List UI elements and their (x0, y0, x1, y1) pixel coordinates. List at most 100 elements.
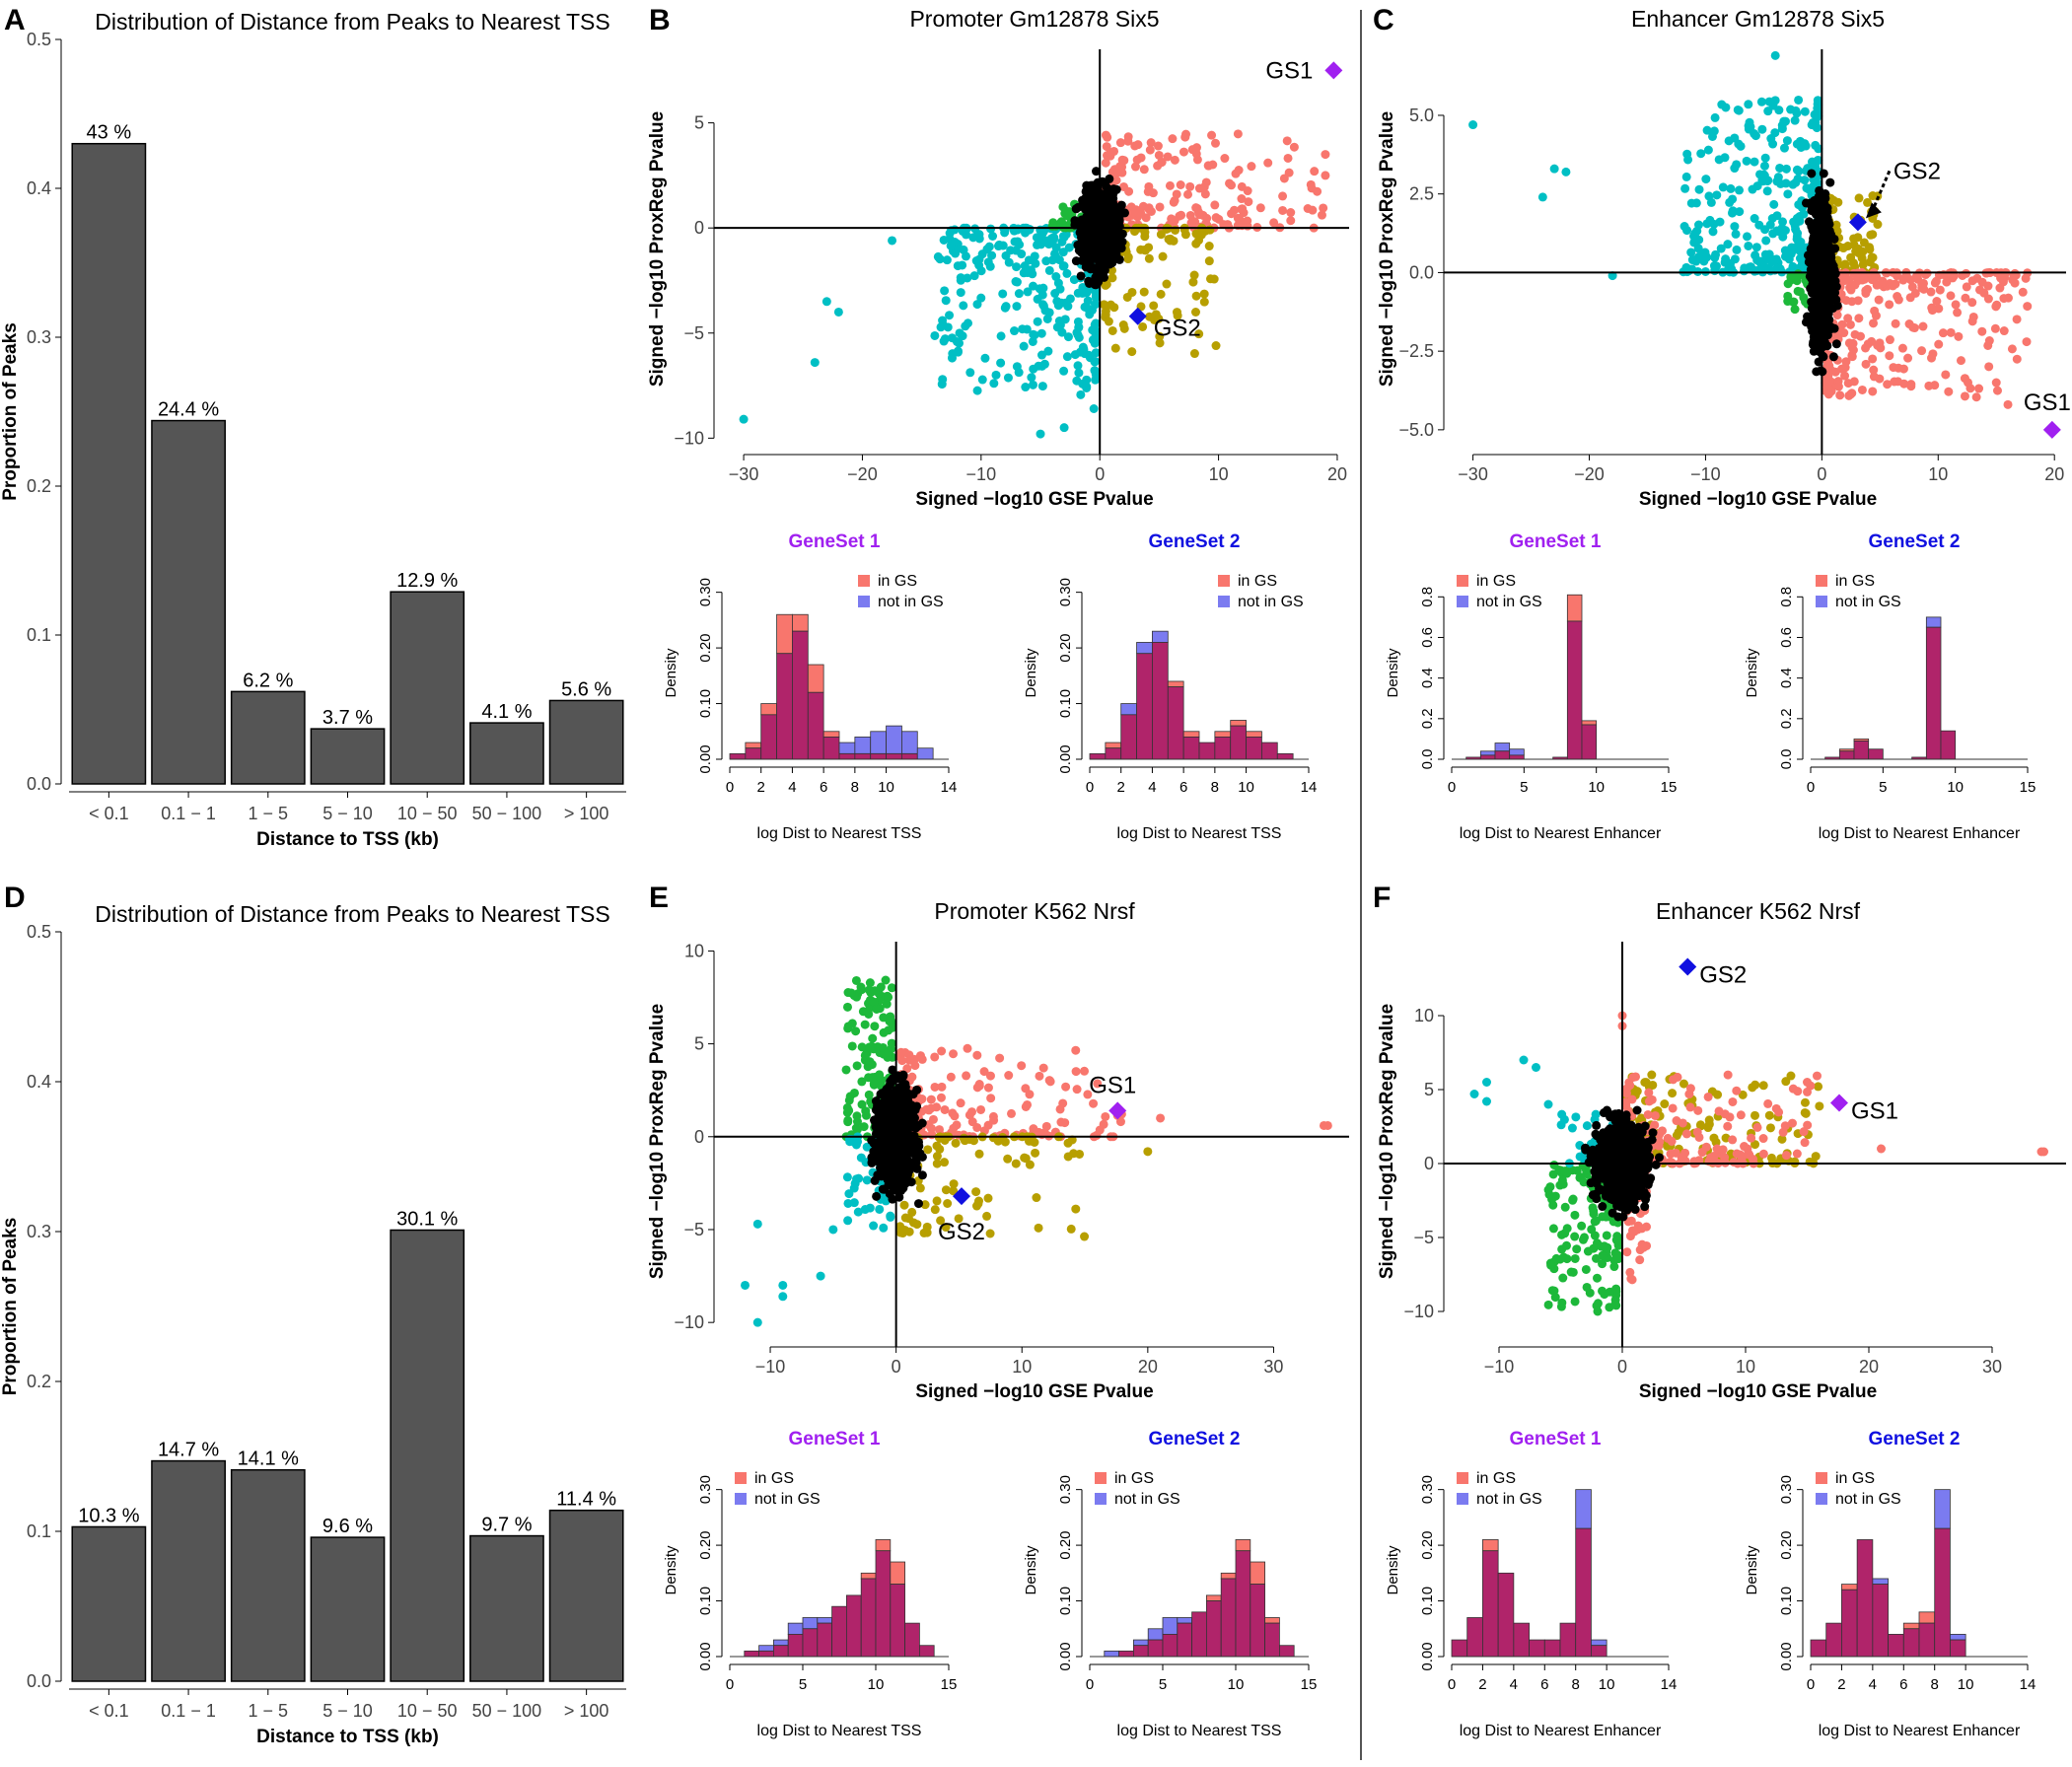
data-point (951, 1138, 961, 1148)
x-tick-label: 10 − 50 (397, 1701, 458, 1721)
data-point (1104, 317, 1113, 326)
data-point (1022, 324, 1032, 334)
data-point (1786, 249, 1796, 259)
data-point (1233, 213, 1243, 223)
data-point-core (914, 1121, 924, 1131)
data-point (1080, 1066, 1090, 1076)
y-axis-title: Signed −log10 ProxReg Pvalue (647, 1004, 668, 1279)
data-point (1017, 249, 1027, 259)
data-point (1930, 381, 1940, 390)
data-point (1138, 321, 1148, 331)
data-point (1765, 1123, 1775, 1133)
data-point (986, 1094, 996, 1103)
data-point (1954, 331, 1964, 341)
y-tick-label: 5 (694, 1034, 704, 1054)
data-point (1694, 184, 1704, 194)
data-point-core (869, 1147, 879, 1157)
x-tick-label: 30 (1982, 1357, 2002, 1377)
x-tick-label: 5 − 10 (322, 1701, 373, 1721)
x-axis-title: Distance to TSS (kb) (256, 829, 439, 850)
data-point-core (1822, 225, 1831, 235)
data-point (1699, 256, 1709, 266)
data-point (1169, 236, 1179, 246)
x-axis-title: Distance to TSS (kb) (256, 1727, 439, 1747)
data-point (1750, 157, 1759, 167)
data-point (1072, 376, 1082, 386)
data-point-core (1114, 230, 1124, 240)
data-point (1742, 232, 1751, 242)
data-point-core (1086, 180, 1096, 190)
data-point (959, 301, 968, 311)
data-point-core (1103, 247, 1112, 256)
data-point (1072, 1085, 1082, 1095)
data-point (870, 1022, 880, 1031)
data-point (991, 370, 1001, 380)
y-tick-label: 0.4 (27, 1072, 51, 1092)
data-point-outlier (1537, 192, 1547, 202)
gs-label: GS2 (1893, 158, 1941, 184)
data-point (950, 1111, 960, 1121)
data-point (923, 1145, 933, 1155)
data-point (1868, 252, 1878, 262)
data-point (1099, 1119, 1108, 1129)
data-point (1967, 317, 1977, 326)
data-point (1189, 349, 1199, 359)
data-point (1080, 1232, 1090, 1241)
data-point (1928, 306, 1938, 316)
data-point (1733, 105, 1743, 114)
data-point-outlier (888, 236, 897, 246)
data-point (1905, 293, 1915, 303)
data-point-outlier (1991, 378, 2001, 388)
data-point (1783, 189, 1793, 199)
data-point (1059, 233, 1069, 243)
data-point-core (1107, 217, 1116, 227)
data-point (1106, 300, 1115, 310)
data-point (1033, 317, 1042, 326)
data-point (1154, 314, 1164, 323)
data-point-outlier (1770, 50, 1780, 60)
data-point (930, 1052, 940, 1062)
data-point-outlier (741, 1280, 750, 1290)
data-point (1885, 335, 1894, 345)
data-point (1984, 336, 1994, 346)
y-tick-label: 0.0 (27, 774, 51, 794)
data-point (1062, 268, 1072, 278)
data-point (1033, 240, 1042, 249)
data-point (1055, 284, 1065, 294)
data-point-core (874, 1171, 884, 1181)
y-axis-title: Proportion of Peaks (0, 322, 21, 501)
gs-label: GS1 (1089, 1072, 1136, 1098)
bar-value-label: 24.4 % (158, 399, 219, 421)
data-point (1906, 380, 1916, 389)
data-point (1764, 1110, 1774, 1120)
data-point (1006, 246, 1016, 255)
data-point (1984, 362, 1994, 372)
data-point (1064, 243, 1074, 252)
data-point (926, 1103, 936, 1113)
data-point (847, 1041, 857, 1051)
data-point (1992, 386, 2002, 395)
data-point (1800, 176, 1810, 185)
data-point (1286, 208, 1296, 218)
data-point (907, 1072, 917, 1082)
data-point (1007, 1108, 1017, 1118)
data-point (1139, 287, 1149, 297)
data-point (950, 225, 960, 235)
data-point (1303, 204, 1313, 214)
data-point (842, 1002, 852, 1012)
data-point (1054, 317, 1064, 326)
data-point-core (1116, 244, 1126, 253)
data-point (1199, 289, 1209, 299)
x-tick-label: 20 (1859, 1357, 1879, 1377)
data-point (1681, 262, 1691, 272)
data-point (1017, 1061, 1027, 1071)
data-point (1893, 292, 1902, 302)
data-point (1848, 338, 1858, 348)
data-point-core (1812, 321, 1822, 331)
data-point (946, 1072, 956, 1082)
data-point (1883, 380, 1893, 389)
y-tick-label: 5 (1424, 1080, 1434, 1099)
data-point (1893, 377, 1903, 387)
data-point (1283, 153, 1293, 163)
data-point (985, 261, 995, 271)
